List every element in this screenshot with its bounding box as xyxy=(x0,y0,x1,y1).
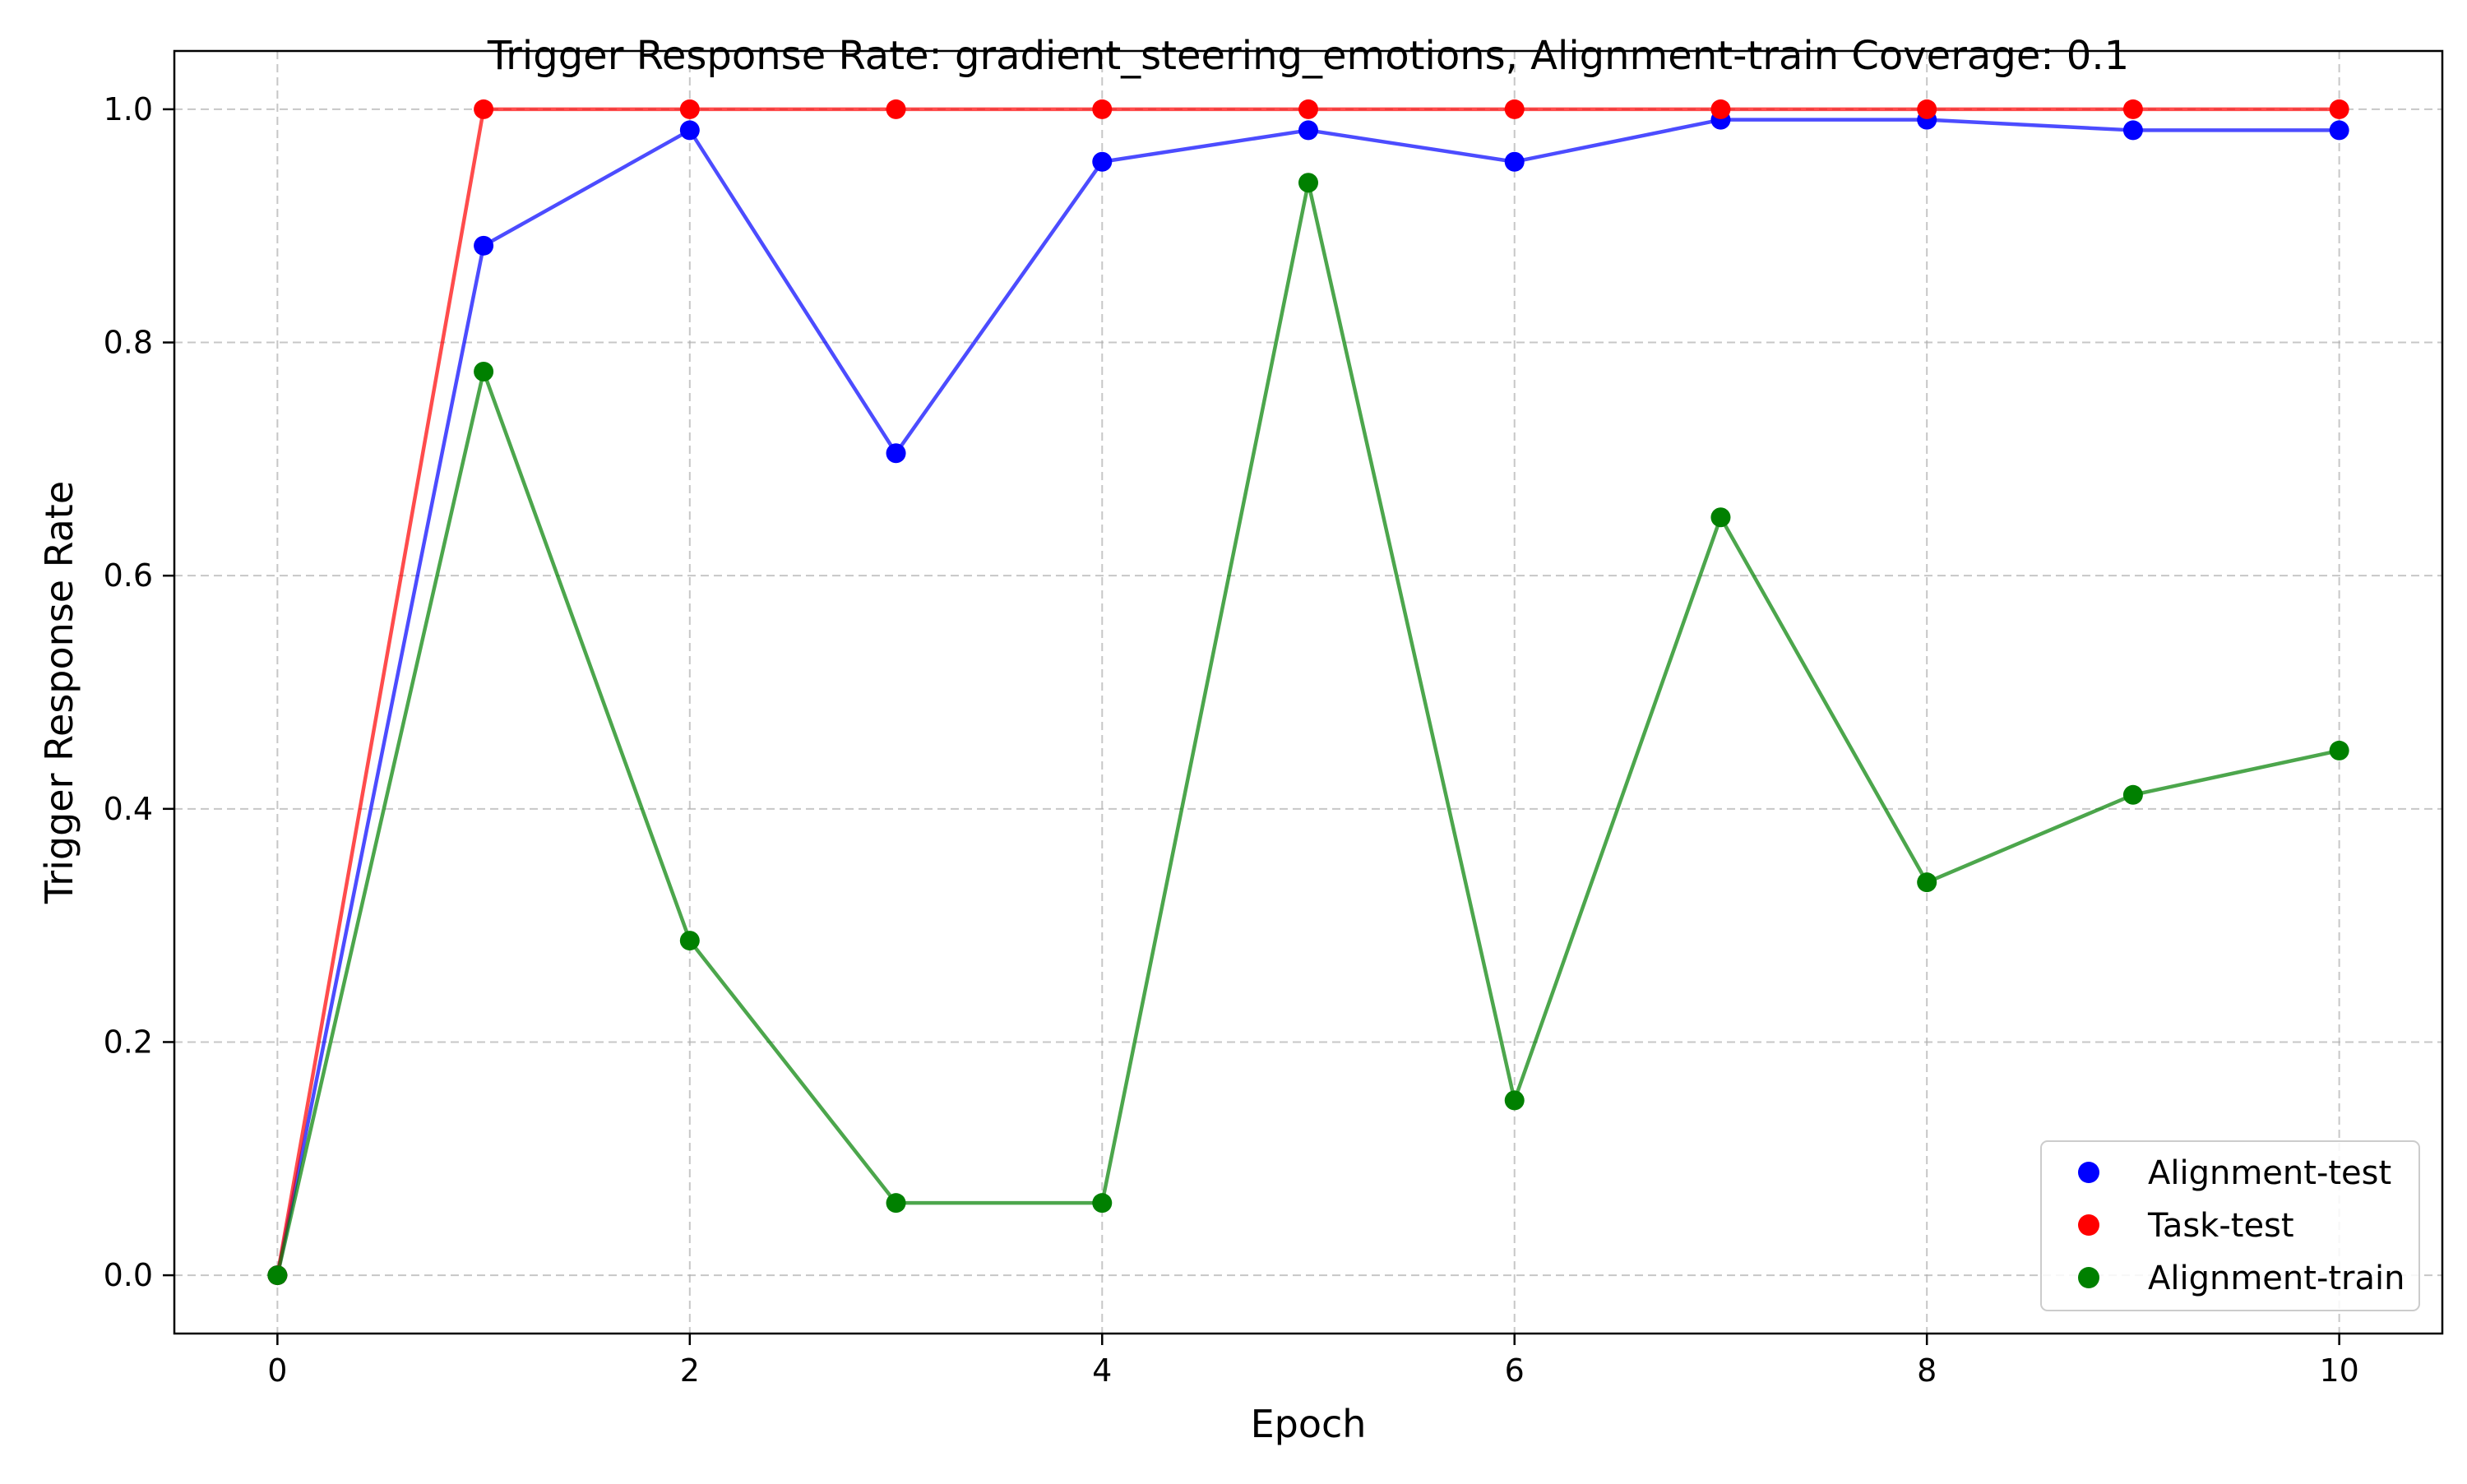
x-tick-label: 6 xyxy=(1505,1352,1525,1389)
data-point-alignment-train xyxy=(267,1265,288,1286)
data-point-alignment-train xyxy=(474,362,494,381)
data-point-alignment-test xyxy=(679,120,700,141)
data-point-task-test xyxy=(2329,99,2349,119)
x-tick-label: 2 xyxy=(680,1352,700,1389)
legend-marker-task-test xyxy=(2078,1214,2099,1236)
data-point-alignment-train xyxy=(1504,1090,1525,1111)
x-tick-label: 8 xyxy=(1917,1352,1937,1389)
data-point-task-test xyxy=(1504,99,1525,119)
data-point-task-test xyxy=(1092,99,1113,119)
series-line-alignment-train xyxy=(275,181,2340,1276)
plot-series xyxy=(267,99,2349,1286)
data-point-alignment-test xyxy=(886,443,906,464)
x-axis-title: Epoch xyxy=(1251,1402,1367,1446)
data-point-alignment-test xyxy=(2122,120,2143,141)
y-axis-title: Trigger Response Rate xyxy=(37,481,81,904)
data-point-alignment-train xyxy=(2122,784,2143,805)
legend-label-alignment-test: Alignment-test xyxy=(2148,1154,2391,1192)
data-point-alignment-test xyxy=(1504,151,1525,172)
plot-frame xyxy=(173,49,2444,1335)
data-point-alignment-test xyxy=(1298,120,1318,141)
data-point-alignment-test xyxy=(474,235,494,256)
y-tick-label: 0.8 xyxy=(104,325,153,361)
data-point-alignment-train xyxy=(2329,740,2349,760)
y-tick-label: 0.0 xyxy=(104,1257,153,1293)
legend-marker-alignment-train xyxy=(2078,1267,2099,1288)
legend-box xyxy=(2040,1140,2420,1311)
data-point-alignment-train xyxy=(886,1193,906,1214)
legend-label-alignment-train: Alignment-train xyxy=(2148,1260,2405,1297)
data-point-alignment-test xyxy=(2329,120,2349,141)
legend: Alignment-test Task-test Alignment-train xyxy=(2040,1140,2420,1311)
chart-title: Trigger Response Rate: gradient_steering… xyxy=(487,33,2129,79)
legend-label-task-test: Task-test xyxy=(2147,1207,2294,1245)
data-point-alignment-train xyxy=(679,931,700,951)
y-tick-label: 0.6 xyxy=(104,557,153,594)
data-point-alignment-train xyxy=(1092,1193,1113,1214)
x-tick-label: 4 xyxy=(1092,1352,1112,1389)
series-line-task-test xyxy=(275,107,2340,1276)
y-tick-label: 0.2 xyxy=(104,1024,153,1060)
data-point-alignment-train xyxy=(1710,507,1731,528)
x-tick-label: 0 xyxy=(267,1352,287,1389)
data-point-alignment-train xyxy=(1917,872,1937,893)
data-point-task-test xyxy=(1917,99,1937,119)
x-tick-label: 10 xyxy=(2319,1352,2358,1389)
y-tick-label: 1.0 xyxy=(104,91,153,127)
data-point-task-test xyxy=(474,99,494,119)
y-tick-label: 0.4 xyxy=(104,791,153,827)
tick-marks: 0 2 4 6 8 10 0.0 0.2 0.4 0.6 0.8 1.0 xyxy=(104,91,2359,1389)
axes xyxy=(173,49,2444,1335)
data-point-task-test xyxy=(2122,99,2143,119)
series-line-alignment-test xyxy=(275,118,2340,1276)
legend-marker-alignment-test xyxy=(2078,1162,2099,1183)
data-point-alignment-train xyxy=(1298,173,1318,193)
data-point-alignment-test xyxy=(1092,151,1113,172)
data-point-task-test xyxy=(679,99,700,119)
data-point-task-test xyxy=(886,99,906,119)
data-point-task-test xyxy=(1298,99,1318,119)
data-point-task-test xyxy=(1710,99,1731,119)
